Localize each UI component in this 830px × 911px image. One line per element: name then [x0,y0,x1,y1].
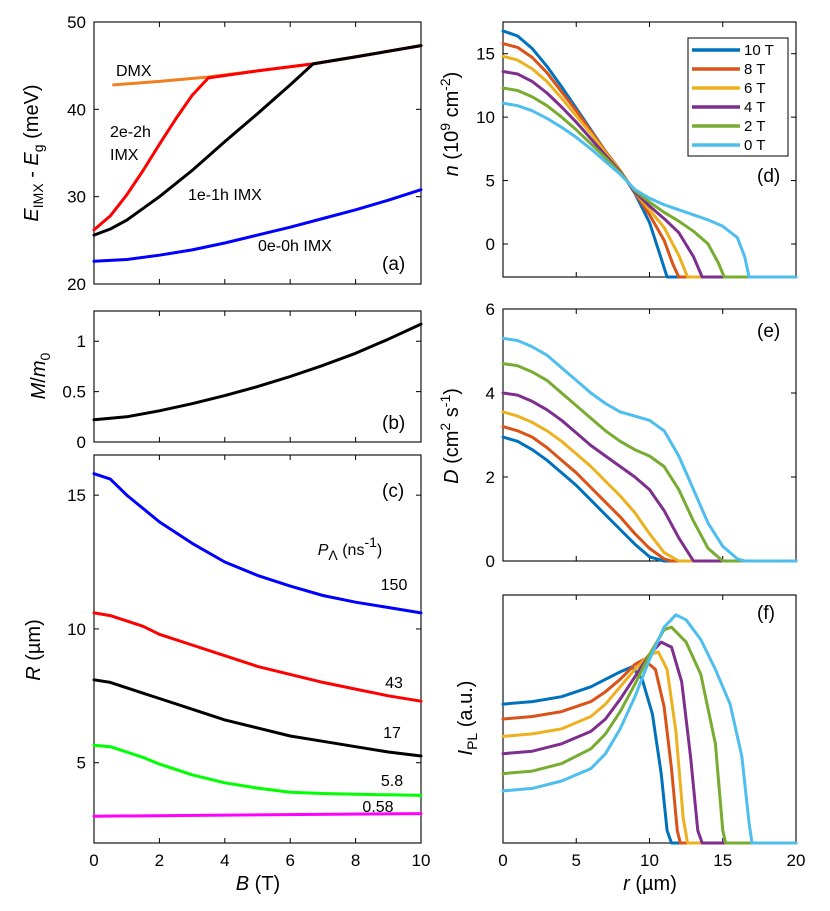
panel-c-frame [93,454,422,844]
panel-c-series-label-17: 17 [383,725,401,742]
panel-c-xtick-label: 8 [351,851,360,870]
panel-c-xlabel: B (T) [236,873,280,895]
panel-d-series-0-T [501,101,798,279]
axes-layer [93,21,797,844]
panel-e-ylabel: D (cm2 s-1) [437,388,463,484]
curve-layer [92,29,798,845]
panel-d-label: (d) [757,166,780,187]
panel-e-series-8-T [501,425,798,563]
panel-f-series-4-T [501,640,798,845]
panel-a-ytick-label: 50 [67,13,86,32]
panel-e-series-0-T [501,336,798,563]
panel-c-xtick-label: 2 [155,851,164,870]
panel-c-xtick-label: 0 [89,851,98,870]
panel-d-ytick-label: 0 [486,235,495,254]
panel-e-ytick-label: 0 [486,552,495,571]
panel-c-label: (c) [382,481,404,502]
panel-b-ytick-label: 0 [77,433,86,452]
panel-f-xtick-label: 15 [713,851,732,870]
label-1e1h: 1e-1h IMX [188,187,262,204]
panel-c-series-0.58 [92,812,423,818]
panel-e-series-2-T [501,362,798,563]
panel-e-series-10-T [501,435,798,563]
label-dmx: DMX [116,63,152,80]
panel-d-legend-label-4-T: 4 T [744,99,765,116]
panel-d-legend-label-2-T: 2 T [744,118,765,135]
panel-c-series-43 [92,611,423,703]
panel-f-label: (f) [757,603,775,624]
panel-c-xtick-label: 10 [412,851,431,870]
panel-c-series-label-0.58: 0.58 [362,799,393,816]
panel-c-series-label-5.8: 5.8 [381,773,403,790]
panel-f-xtick-label: 0 [498,851,507,870]
panel-a-label: (a) [382,254,405,275]
panel-e-label: (e) [757,321,780,342]
panel-d-ytick-label: 10 [476,108,495,127]
panel-b-series-0 [92,322,423,422]
panel-a-frame [93,21,422,285]
panel-b-label: (b) [382,413,405,434]
panel-f-series-6-T [501,650,798,845]
panel-c-xtick-label: 6 [285,851,294,870]
panel-d-series-6-T [501,54,798,279]
panel-a-series-0e-0h-IMX [92,188,423,263]
panel-e-ytick-label: 6 [486,300,495,319]
panel-e-series-4-T [501,391,798,563]
panel-e-frame [502,308,797,562]
panel-e-ytick-label: 2 [486,468,495,487]
panel-e-ytick-label: 4 [486,384,495,403]
panel-c-series-label-43: 43 [385,675,403,692]
panel-c-ytick-label: 5 [77,754,86,773]
panel-f-series-10-T [501,665,798,845]
panel-c-series-17 [92,678,423,758]
panel-f-xtick-label: 5 [572,851,581,870]
panel-f-xlabel: r (µm) [623,873,677,895]
label-0e0h: 0e-0h IMX [258,238,332,255]
panel-f-xtick-label: 20 [787,851,806,870]
panel-b-ytick-label: 1 [77,332,86,351]
label-2e2h: 2e-2h [110,124,151,141]
panel-d-legend-label-8-T: 8 T [744,61,765,78]
panel-d-legend-label-6-T: 6 T [744,80,765,97]
panel-c-legend-title: PΛ (ns-1) [318,534,382,563]
panel-e-series-6-T [501,410,798,563]
panel-a-ylabel: EIMX - Eg (meV) [21,84,46,221]
panel-f-ylabel: IPL (a.u.) [455,681,480,756]
panel-d-legend-box [687,37,789,157]
panel-d-legend-label-0-T: 0 T [744,137,765,154]
panel-c-series-150 [92,472,423,615]
panel-d-legend-label-10-T: 10 T [744,42,774,59]
panel-d-ytick-label: 5 [486,172,495,191]
panel-f-series-0-T [501,613,798,845]
panel-c-ytick-label: 10 [67,620,86,639]
panel-c-series-5.8 [92,743,423,797]
panel-a-series-1e-1h-IMX [92,44,423,237]
panel-f-frame [502,594,797,844]
panel-c-ylabel: R (µm) [23,619,45,681]
panel-d-ylabel: n (109 cm-2) [437,72,463,177]
label-2e2h-imx: IMX [110,147,139,164]
panel-c-series-label-150: 150 [381,577,408,594]
panel-f-series-8-T [501,658,798,845]
panel-a-ytick-label: 30 [67,188,86,207]
panel-c-ytick-label: 15 [67,486,86,505]
panel-a-series-DMX [112,44,423,87]
panel-b-ytick-label: 0.5 [62,383,86,402]
panel-f-xtick-label: 10 [640,851,659,870]
panel-b-frame [93,310,422,443]
panel-d-ytick-label: 15 [476,45,495,64]
panel-a-ytick-label: 20 [67,275,86,294]
panel-a-ytick-label: 40 [67,100,86,119]
panel-c-xtick-label: 4 [220,851,229,870]
panel-b-ylabel: M/m0 [28,352,53,399]
